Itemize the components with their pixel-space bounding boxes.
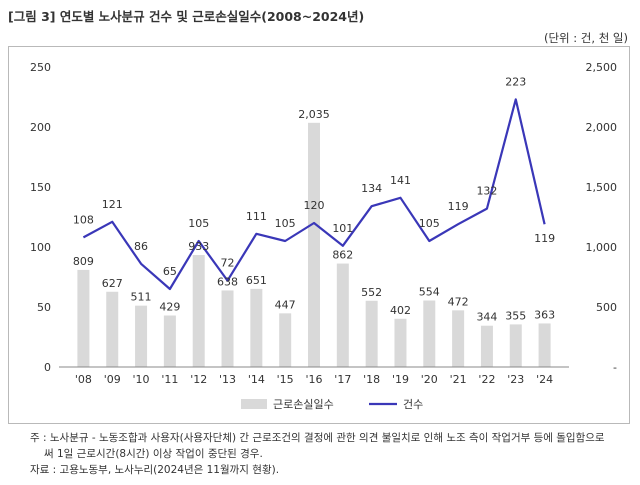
line-label-09: 121 — [102, 198, 123, 211]
line-label-12: 105 — [188, 217, 209, 230]
bar-19 — [394, 318, 407, 367]
line-label-15: 105 — [275, 217, 296, 230]
x-tick-22: '22 — [478, 373, 495, 386]
bar-label-18: 552 — [361, 286, 382, 299]
line-label-11: 65 — [163, 265, 177, 278]
chart: 108 121 86 65 105 72 111 105 120 101 134 141 105 119 1… — [30, 61, 617, 411]
legend-swatch-loss-days — [241, 399, 267, 409]
chart-frame: 108 121 86 65 105 72 111 105 120 101 134 141 105 119 1… — [8, 46, 630, 424]
line-label-22: 132 — [476, 185, 497, 198]
x-tick-10: '10 — [133, 373, 150, 386]
bar-label-21: 472 — [448, 295, 469, 308]
legend: 근로손실일수 건수 — [241, 397, 423, 411]
right-tick-1000: 1,000 — [586, 241, 618, 254]
bar-14 — [250, 288, 263, 367]
bar-label-16: 2,035 — [298, 108, 330, 121]
bar-label-24: 363 — [534, 308, 555, 321]
right-tick-2000: 2,000 — [586, 121, 618, 134]
chart-note: 주 : 노사분규 - 노동조합과 사용자(사용자단체) 간 근로조건의 결정에 … — [30, 430, 605, 462]
bar-23 — [509, 324, 522, 367]
chart-source: 자료 : 고용노동부, 노사누리(2024년은 11월까지 현황). — [30, 464, 280, 476]
bar-label-14: 651 — [246, 274, 267, 287]
note-line-2: 써 1일 근로시간(8시간) 이상 작업이 중단된 경우. — [44, 448, 263, 460]
x-tick-17: '17 — [334, 373, 351, 386]
right-tick-1500: 1,500 — [586, 181, 618, 194]
x-tick-11: '11 — [161, 373, 178, 386]
bar-24 — [538, 323, 551, 367]
x-tick-23: '23 — [507, 373, 524, 386]
x-tick-19: '19 — [392, 373, 409, 386]
line-label-18: 134 — [361, 182, 382, 195]
bar-label-10: 511 — [131, 291, 152, 304]
left-tick-0: 0 — [44, 361, 51, 374]
line-label-13: 72 — [221, 257, 235, 270]
right-tick-500: 500 — [596, 301, 617, 314]
bar-12 — [192, 255, 205, 367]
bar-label-22: 344 — [476, 311, 497, 324]
line-label-14: 111 — [246, 210, 267, 223]
labels-layer: 108 121 86 65 105 72 111 105 120 101 134 141 105 119 1… — [73, 75, 555, 323]
bar-11 — [163, 315, 176, 367]
x-tick-09: '09 — [104, 373, 121, 386]
series-line-count — [82, 98, 546, 291]
x-tick-18: '18 — [363, 373, 380, 386]
left-tick-250: 250 — [30, 61, 51, 74]
bar-label-08: 809 — [73, 255, 94, 268]
bar-label-20: 554 — [419, 286, 440, 299]
line-label-17: 101 — [332, 222, 353, 235]
bar-label-09: 627 — [102, 277, 123, 290]
bar-13 — [221, 290, 234, 367]
left-tick-150: 150 — [30, 181, 51, 194]
x-tick-08: '08 — [75, 373, 92, 386]
line-label-20: 105 — [419, 217, 440, 230]
x-tick-21: '21 — [450, 373, 467, 386]
bar-10 — [135, 305, 148, 367]
axes-layer: '08 '09 '10 '11 '12 '13 '14 '15 '16 '17 '18 '19 '20 '… — [30, 61, 617, 386]
left-tick-200: 200 — [30, 121, 51, 134]
x-tick-12: '12 — [190, 373, 207, 386]
bar-08 — [77, 269, 90, 367]
bar-20 — [423, 300, 436, 367]
bar-21 — [452, 310, 465, 367]
bar-label-17: 862 — [332, 249, 353, 262]
bar-09 — [106, 291, 119, 367]
unit-label: (단위 : 건, 천 일) — [543, 31, 628, 45]
line-label-08: 108 — [73, 213, 94, 226]
bar-15 — [279, 313, 292, 367]
bar-18 — [365, 300, 378, 367]
bar-17 — [336, 263, 349, 367]
bar-22 — [480, 325, 493, 367]
left-tick-100: 100 — [30, 241, 51, 254]
bar-label-15: 447 — [275, 298, 296, 311]
line-label-21: 119 — [448, 200, 469, 213]
figure-title: [그림 3] 연도별 노사분규 건수 및 근로손실일수(2008~2024년) — [8, 9, 365, 24]
bar-label-23: 355 — [505, 309, 526, 322]
right-tick--: - — [613, 361, 617, 374]
line-label-19: 141 — [390, 174, 411, 187]
bar-label-11: 429 — [159, 301, 180, 314]
x-tick-24: '24 — [536, 373, 553, 386]
x-tick-13: '13 — [219, 373, 236, 386]
bar-label-19: 402 — [390, 304, 411, 317]
x-tick-14: '14 — [248, 373, 265, 386]
line-label-10: 86 — [134, 240, 148, 253]
legend-label-count: 건수 — [403, 398, 423, 411]
right-tick-2500: 2,500 — [586, 61, 618, 74]
bar-16 — [308, 122, 320, 367]
legend-label-loss-days: 근로손실일수 — [273, 397, 334, 411]
line-layer — [82, 98, 546, 291]
bar-label-12: 933 — [188, 240, 209, 253]
line-label-23: 223 — [505, 75, 526, 88]
bar-label-13: 638 — [217, 275, 238, 288]
line-label-24: 119 — [534, 232, 555, 245]
x-tick-16: '16 — [305, 373, 322, 386]
line-label-16: 120 — [304, 199, 325, 212]
x-tick-20: '20 — [421, 373, 438, 386]
left-tick-50: 50 — [37, 301, 51, 314]
bars-layer — [77, 122, 551, 367]
x-tick-15: '15 — [277, 373, 294, 386]
note-line-1: 주 : 노사분규 - 노동조합과 사용자(사용자단체) 간 근로조건의 결정에 … — [30, 432, 605, 444]
